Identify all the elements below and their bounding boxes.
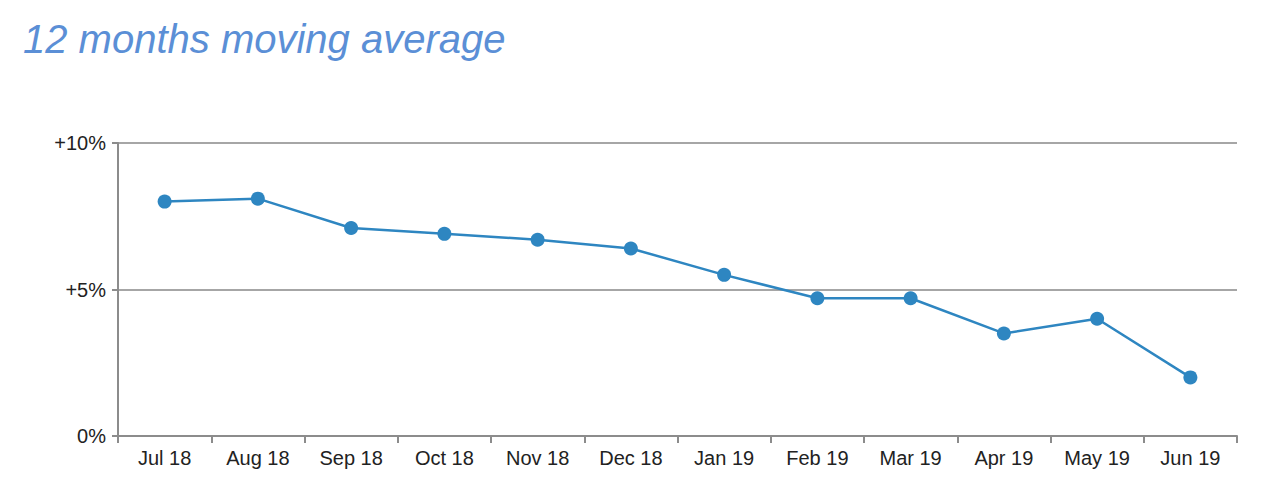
svg-text:+5%: +5% <box>65 279 106 301</box>
svg-text:Sep 18: Sep 18 <box>319 447 382 469</box>
svg-text:12 months moving average: 12 months moving average <box>23 17 506 61</box>
svg-text:0%: 0% <box>77 425 106 447</box>
svg-text:Jul 18: Jul 18 <box>138 447 191 469</box>
svg-text:+10%: +10% <box>54 132 106 154</box>
svg-text:Aug 18: Aug 18 <box>226 447 289 469</box>
svg-text:Dec 18: Dec 18 <box>599 447 662 469</box>
svg-text:Jan 19: Jan 19 <box>694 447 754 469</box>
svg-text:Feb 19: Feb 19 <box>786 447 848 469</box>
svg-text:Nov 18: Nov 18 <box>506 447 569 469</box>
svg-text:Mar 19: Mar 19 <box>880 447 942 469</box>
svg-text:Jun 19: Jun 19 <box>1160 447 1220 469</box>
svg-text:Apr 19: Apr 19 <box>974 447 1033 469</box>
svg-text:Oct 18: Oct 18 <box>415 447 474 469</box>
svg-text:May 19: May 19 <box>1064 447 1130 469</box>
